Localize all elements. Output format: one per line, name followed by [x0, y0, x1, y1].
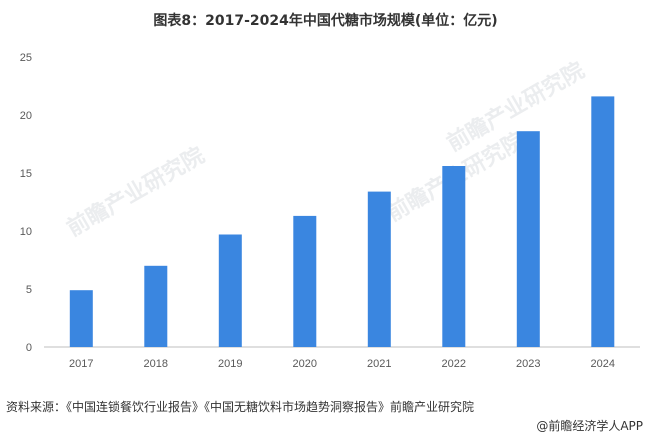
- bar-2019: [218, 234, 242, 347]
- app-credit: @前瞻经济学人APP: [536, 419, 643, 433]
- x-tick-label: 2024: [591, 358, 615, 370]
- x-tick-label: 2021: [367, 358, 391, 370]
- bar-2020: [293, 215, 317, 347]
- y-axis: 0 5 10 15 20 25: [20, 52, 32, 354]
- y-tick-label: 5: [26, 284, 32, 296]
- x-tick-label: 2019: [218, 358, 242, 370]
- bar-2018: [144, 265, 168, 347]
- y-tick-label: 10: [20, 226, 32, 238]
- bar-2017: [69, 290, 93, 347]
- y-tick-label: 0: [26, 342, 32, 354]
- bar-2024: [591, 96, 615, 348]
- x-tick-label: 2023: [516, 358, 540, 370]
- bars: [69, 96, 615, 348]
- y-tick-label: 25: [20, 52, 32, 64]
- bar-2021: [367, 191, 391, 347]
- x-tick-label: 2020: [293, 358, 317, 370]
- x-axis: 2017 2018 2019 2020 2021 2022 2023 2024: [69, 358, 615, 370]
- x-tick-label: 2022: [442, 358, 466, 370]
- source-note: 资料来源：《中国连锁餐饮行业报告》《中国无糖饮料市场趋势洞察报告》前瞻产业研究院: [6, 400, 475, 414]
- bar-2022: [442, 166, 466, 347]
- y-tick-label: 20: [20, 110, 32, 122]
- bar-2023: [516, 131, 540, 347]
- x-tick-label: 2018: [144, 358, 168, 370]
- y-tick-label: 15: [20, 168, 32, 180]
- x-tick-label: 2017: [69, 358, 93, 370]
- chart-title: 图表8：2017-2024年中国代糖市场规模(单位：亿元): [153, 13, 498, 29]
